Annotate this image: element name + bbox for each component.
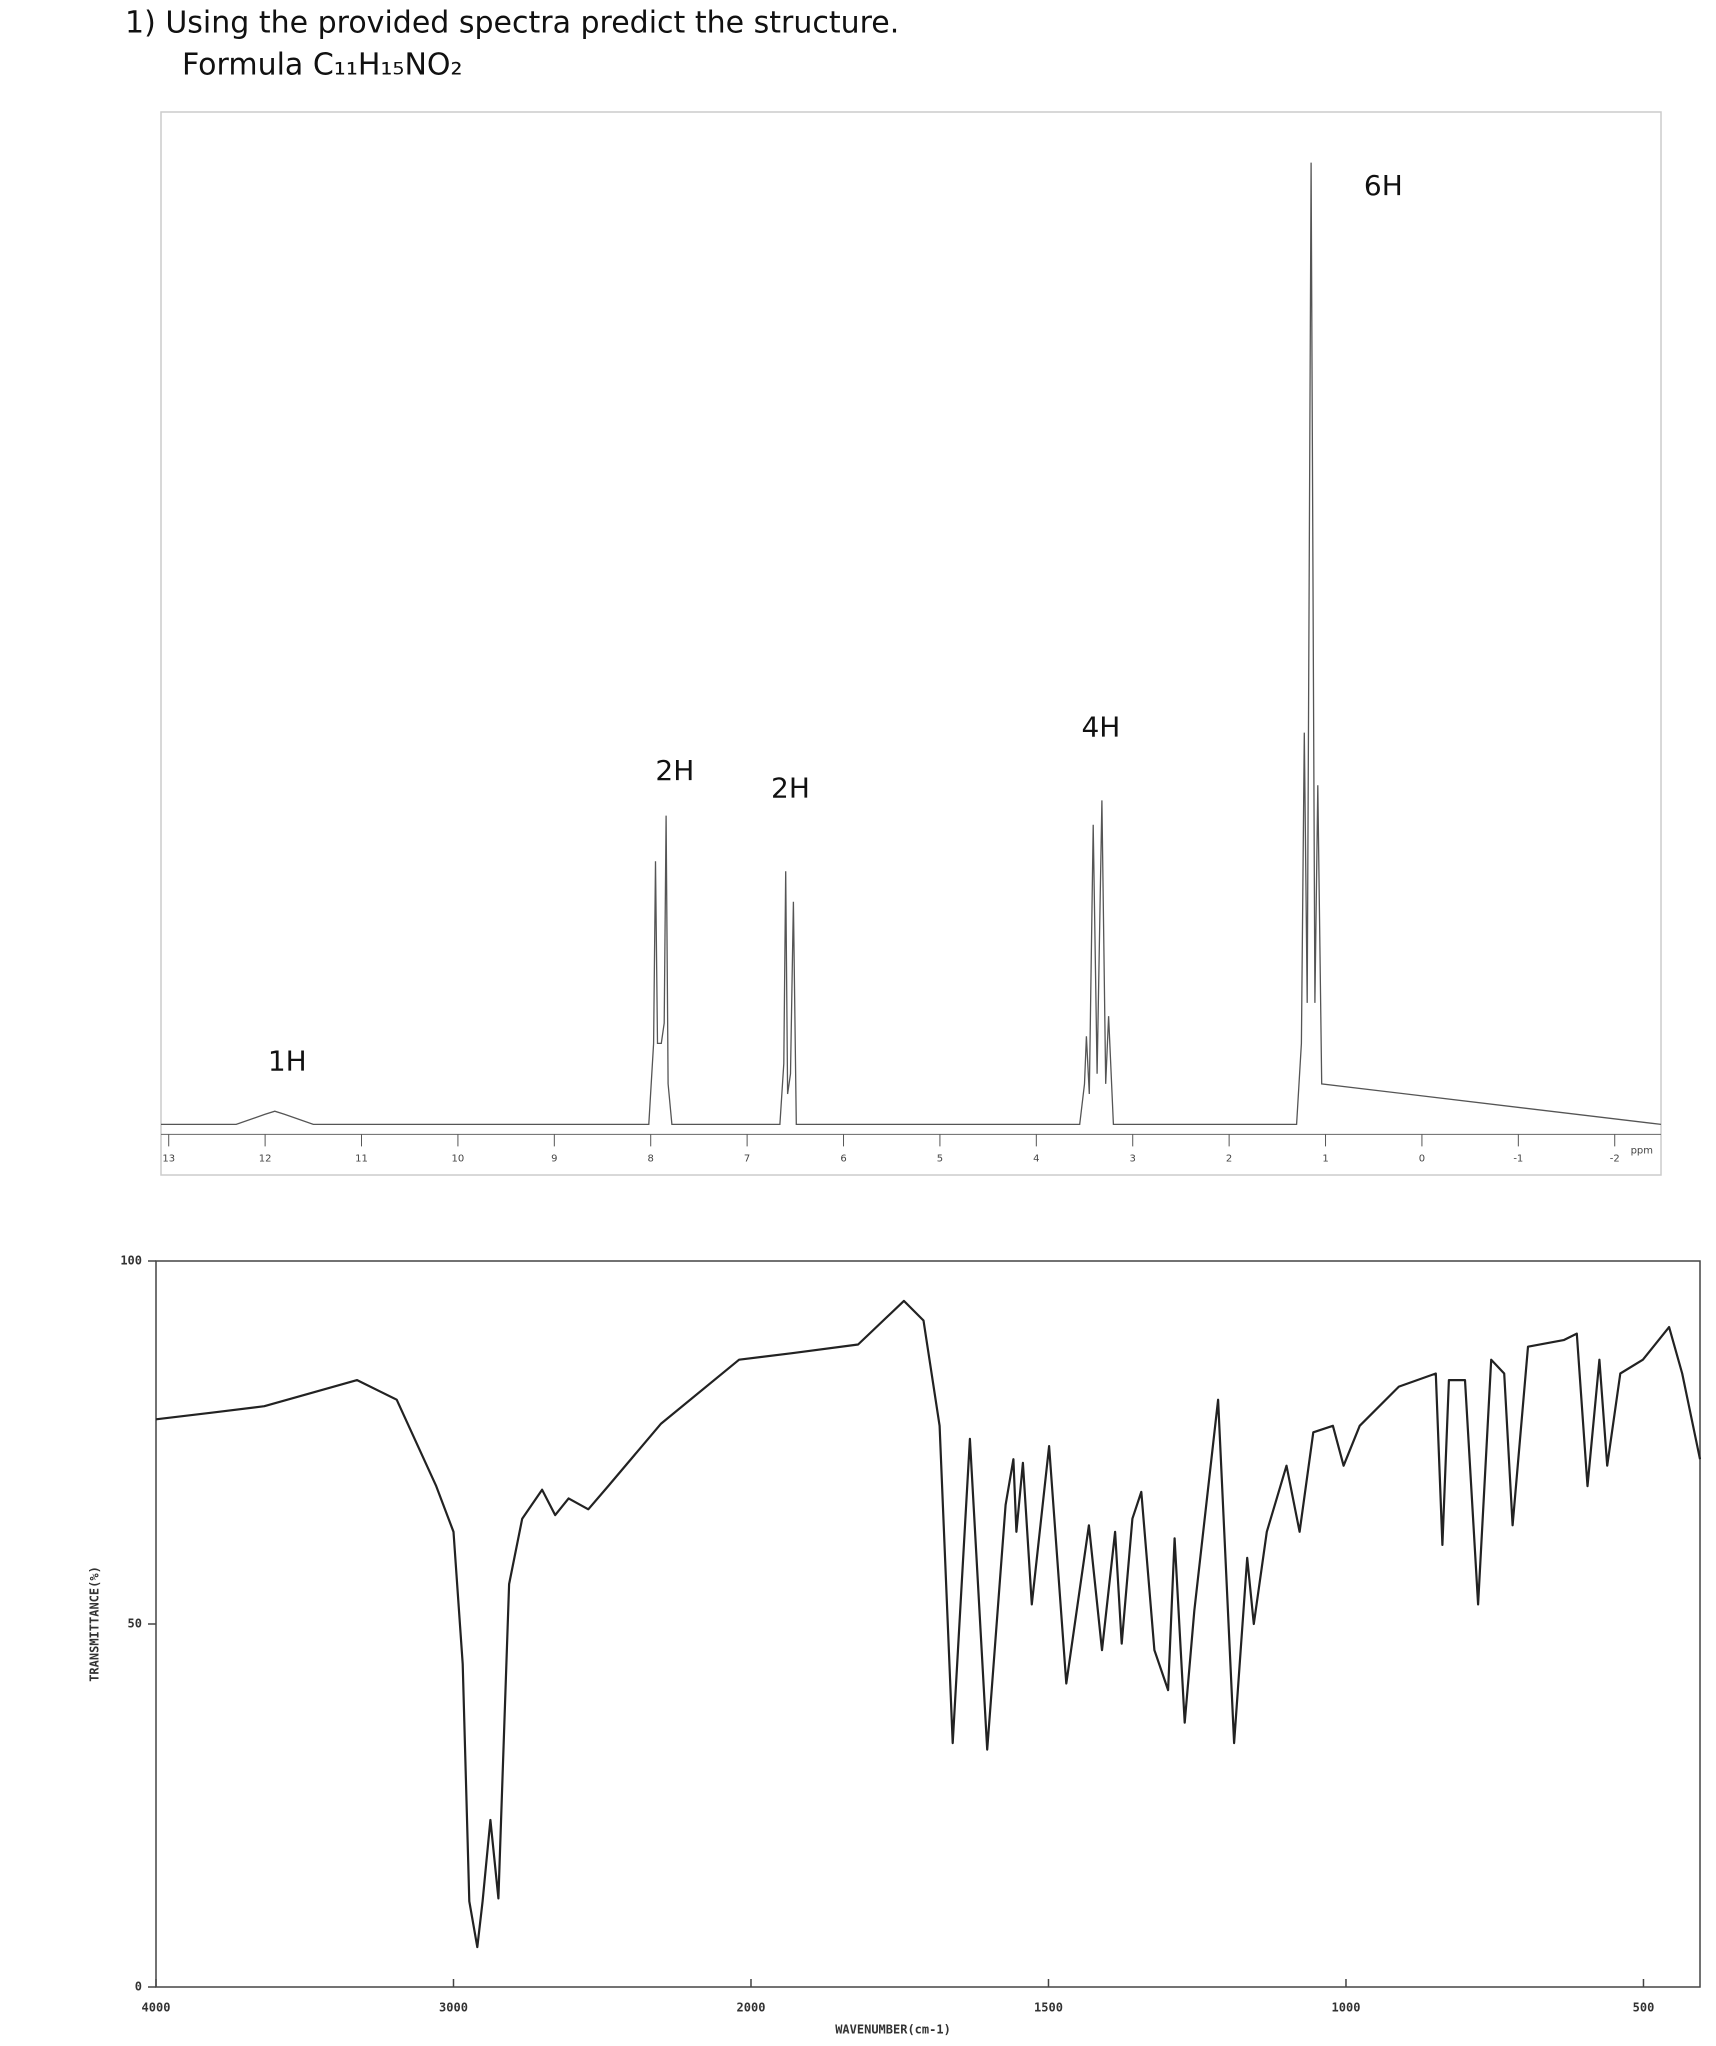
x-tick-label: 5 bbox=[937, 1153, 943, 1164]
x-tick-label: 1 bbox=[1322, 1153, 1328, 1164]
peak-label: 1H bbox=[268, 1045, 307, 1078]
y-tick-label: 100 bbox=[120, 1254, 142, 1268]
y-tick-label: 50 bbox=[128, 1617, 142, 1631]
peak-label: 6H bbox=[1364, 169, 1403, 202]
x-tick-label: 2 bbox=[1226, 1153, 1232, 1164]
nmr-frame bbox=[160, 111, 1662, 1176]
x-tick-label: 6 bbox=[840, 1153, 846, 1164]
x-tick-label: 7 bbox=[744, 1153, 750, 1164]
peak-label: 2H bbox=[655, 754, 694, 787]
y-tick-label: 0 bbox=[135, 1980, 142, 1994]
x-tick-label: 0 bbox=[1419, 1153, 1425, 1164]
x-tick-label: 500 bbox=[1633, 2001, 1655, 2015]
x-tick-label: 10 bbox=[452, 1153, 465, 1164]
peak-label: 4H bbox=[1081, 711, 1120, 744]
x-unit: ppm bbox=[1631, 1145, 1653, 1156]
x-tick-label: 3 bbox=[1130, 1153, 1136, 1164]
spectrum-line bbox=[161, 162, 1662, 1126]
x-tick-label: -2 bbox=[1610, 1153, 1620, 1164]
x-tick-label: 3000 bbox=[439, 2001, 468, 2015]
ir-frame bbox=[155, 1260, 1701, 1988]
x-tick-label: -1 bbox=[1513, 1153, 1523, 1164]
x-tick-label: 8 bbox=[648, 1153, 654, 1164]
x-tick-label: 11 bbox=[355, 1153, 368, 1164]
x-tick-label: 9 bbox=[551, 1153, 557, 1164]
x-tick-label: 12 bbox=[259, 1153, 272, 1164]
x-tick-label: 4000 bbox=[142, 2001, 171, 2015]
question: 1) Using the provided spectra predict th… bbox=[125, 6, 899, 41]
y-axis-label: TRANSMITTANCE(%) bbox=[88, 1566, 102, 1682]
x-tick-label: 13 bbox=[162, 1153, 175, 1164]
formula: Formula C₁₁H₁₅NO₂ bbox=[182, 48, 463, 83]
spectrum-line bbox=[155, 1299, 1702, 1949]
x-tick-label: 4 bbox=[1033, 1153, 1039, 1164]
x-tick-label: 2000 bbox=[737, 2001, 766, 2015]
x-tick-label: 1500 bbox=[1034, 2001, 1063, 2015]
peak-label: 2H bbox=[771, 771, 810, 804]
x-tick-label: 1000 bbox=[1332, 2001, 1361, 2015]
x-axis-label: WAVENUMBER(cm-1) bbox=[835, 2023, 951, 2037]
